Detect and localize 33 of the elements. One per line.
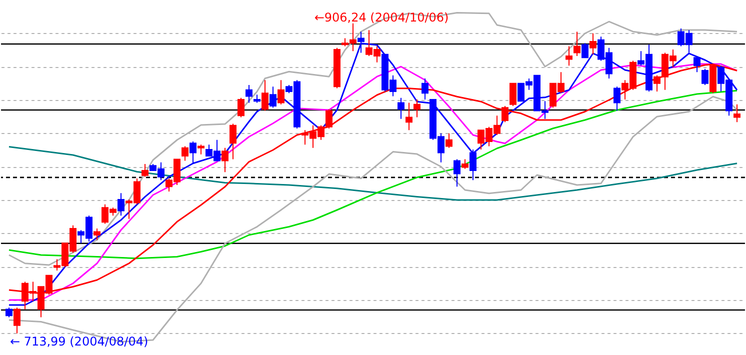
candlestick <box>278 80 284 105</box>
candlestick <box>222 147 228 173</box>
candlestick <box>190 140 196 165</box>
candlestick <box>590 32 596 55</box>
candlestick <box>446 132 452 148</box>
candlestick <box>574 31 580 56</box>
candlestick <box>406 102 412 131</box>
candlestick <box>510 82 516 106</box>
candlestick <box>566 46 572 66</box>
candlestick <box>198 144 204 155</box>
candlestick <box>414 99 420 118</box>
candlestick <box>614 86 620 112</box>
candlestick <box>470 149 476 181</box>
candlestick <box>694 55 700 73</box>
candlestick <box>262 80 268 112</box>
candlestick <box>454 158 460 188</box>
candlestick <box>246 84 252 104</box>
annotation: ← 713,99 (2004/08/04) <box>10 334 148 348</box>
candlestick <box>94 228 100 240</box>
candlestick <box>182 146 188 162</box>
candlestick <box>238 97 244 118</box>
candlestick <box>230 123 236 160</box>
candlestick <box>734 104 740 123</box>
candlestick <box>142 164 148 178</box>
candlestick <box>422 78 428 100</box>
candlestick <box>14 307 20 334</box>
candlestick <box>118 192 124 216</box>
annotation: ←906,24 (2004/10/06) <box>314 10 449 24</box>
candlestick <box>270 86 276 108</box>
candlestick <box>702 68 708 86</box>
candlestick <box>502 105 508 123</box>
candlestick <box>462 158 468 170</box>
candlestick <box>398 97 404 120</box>
